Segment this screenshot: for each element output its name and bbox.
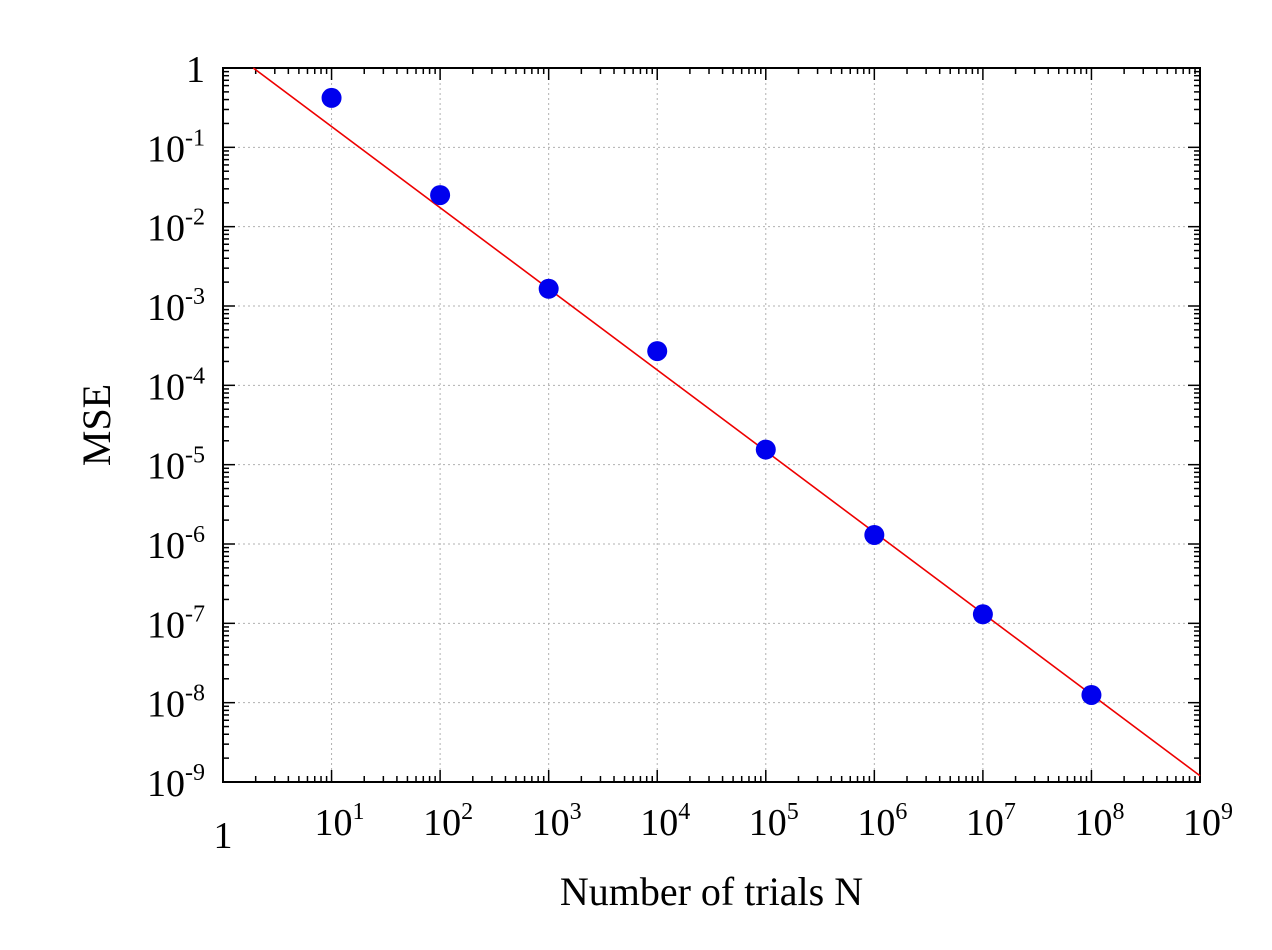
- x-tick-label: 102: [423, 799, 473, 844]
- y-tick-label: 10-7: [147, 601, 205, 646]
- grid: [223, 68, 1200, 782]
- minor-ticks: [223, 68, 1200, 782]
- y-tick-label: 10-5: [147, 443, 205, 488]
- x-tick-label: 103: [532, 799, 582, 844]
- y-tick-label: 10-4: [147, 363, 205, 408]
- data-point: [1081, 684, 1102, 705]
- data-point: [647, 341, 668, 362]
- x-tick-label: 106: [857, 799, 907, 844]
- data-point: [755, 439, 776, 460]
- x-tick-label: 107: [966, 799, 1016, 844]
- plot-frame: [222, 67, 1201, 783]
- data-point: [864, 524, 885, 545]
- x-tick-labels: 1 101 102 103 104 105 106 107 108 109: [214, 799, 1234, 857]
- x-tick-label: 104: [640, 799, 690, 844]
- fit-line: [252, 67, 1201, 777]
- x-tick-label: 101: [315, 799, 365, 844]
- y-tick-label: 10-8: [147, 681, 205, 726]
- data-point: [321, 87, 342, 108]
- y-tick-label: 10-6: [147, 522, 205, 567]
- data-point: [538, 278, 559, 299]
- major-ticks: [222, 67, 1201, 783]
- y-tick-label: 10-3: [147, 284, 205, 329]
- x-axis-title: Number of trials N: [560, 869, 863, 914]
- data-point: [972, 604, 993, 625]
- y-tick-label: 10-1: [147, 125, 205, 170]
- y-tick-label: 1: [186, 49, 205, 91]
- series-layer: [252, 67, 1201, 777]
- y-tick-labels: 1 10-1 10-2 10-3 10-4 10-5 10-6 10-7 10-8 10-9: [147, 49, 205, 805]
- y-tick-label: 10-9: [147, 760, 205, 805]
- x-tick-label: 105: [749, 799, 799, 844]
- y-tick-label: 10-2: [147, 205, 205, 250]
- x-tick-label: 109: [1183, 799, 1233, 844]
- data-point: [430, 185, 451, 206]
- x-tick-label: 108: [1074, 799, 1124, 844]
- x-tick-label: 1: [214, 815, 233, 857]
- y-axis-title: MSE: [74, 384, 119, 466]
